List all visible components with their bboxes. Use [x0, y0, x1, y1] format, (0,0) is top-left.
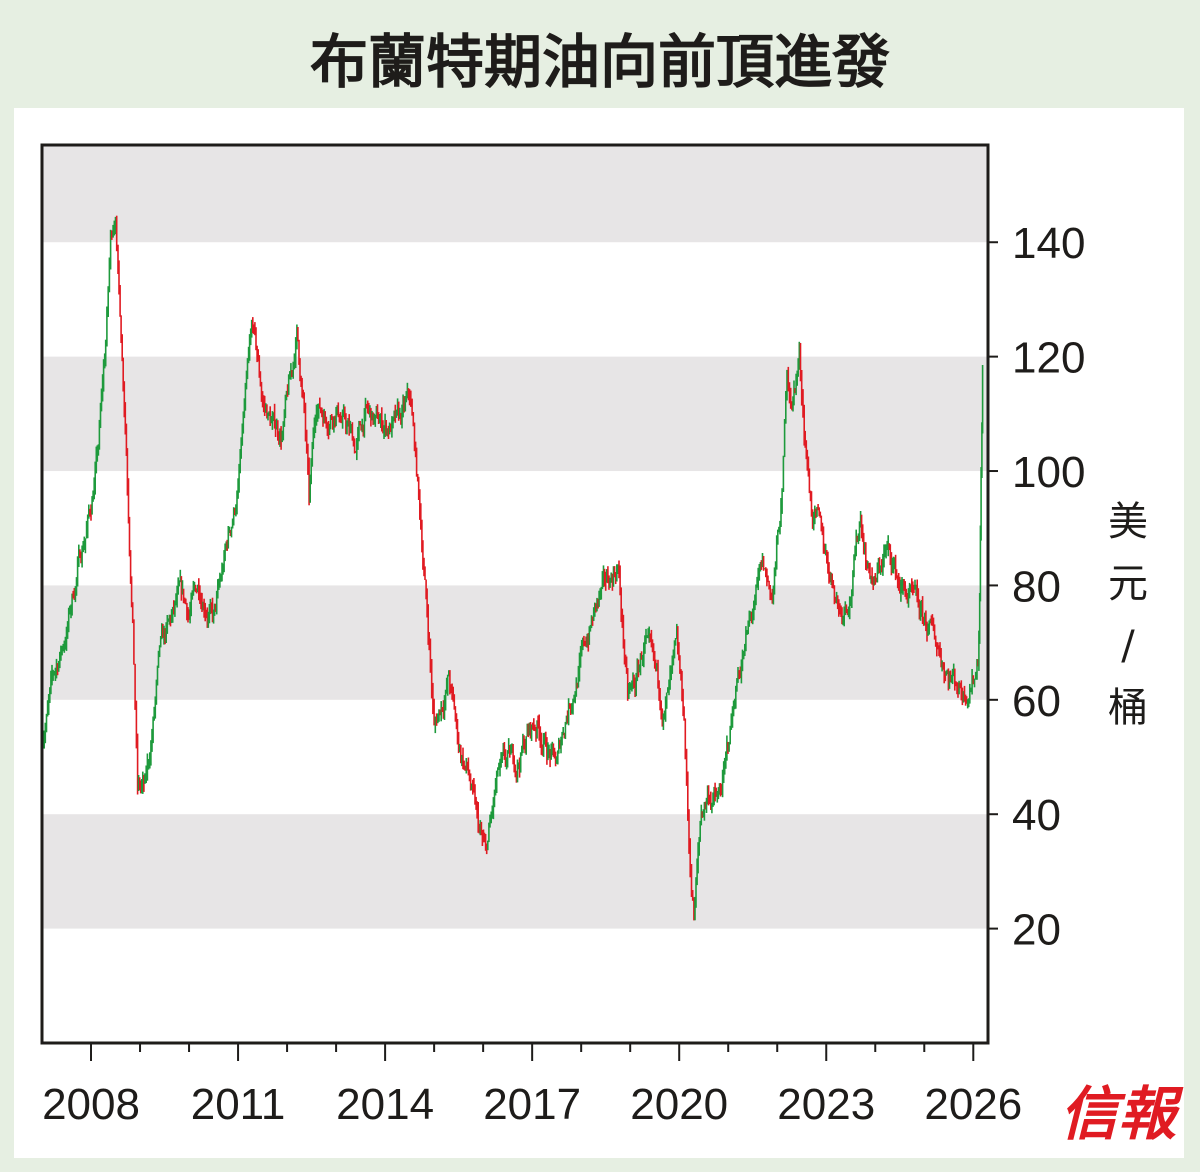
- unit-char: 桶: [1108, 685, 1148, 731]
- unit-char: /: [1121, 623, 1135, 669]
- y-tick-label: 100: [1012, 448, 1085, 497]
- x-tick-label: 2014: [336, 1080, 434, 1129]
- y-tick-label: 40: [1012, 791, 1061, 840]
- x-tick-label: 2011: [191, 1080, 286, 1129]
- chart-title: 布蘭特期油向前頂進發: [310, 28, 890, 96]
- shaded-band-2: [42, 356, 988, 472]
- y-tick-label: 60: [1012, 677, 1061, 726]
- plot-frame: [40, 143, 990, 1045]
- unit-char: 元: [1108, 561, 1148, 607]
- y-axis-unit-label: 美元 / 桶: [1108, 499, 1148, 731]
- unit-char: 美: [1108, 499, 1148, 545]
- x-tick-label: 2020: [630, 1080, 728, 1129]
- x-tick-label: 2026: [924, 1080, 1022, 1129]
- x-axis: 2008 2011 2014 2017 2020 2023 2026: [42, 1043, 1022, 1129]
- shaded-bands: [42, 145, 988, 929]
- y-tick-label: 140: [1012, 219, 1085, 268]
- y-axis: 20 40 60 80 100 120 140: [988, 219, 1085, 955]
- shaded-band-1: [42, 585, 988, 700]
- y-tick-label: 120: [1012, 334, 1085, 383]
- y-tick-label: 80: [1012, 562, 1061, 611]
- x-tick-label: 2023: [777, 1080, 875, 1129]
- x-tick-label: 2008: [42, 1080, 140, 1129]
- shaded-band-0: [42, 814, 988, 929]
- x-tick-label: 2017: [483, 1080, 581, 1129]
- price-series: [41, 215, 984, 921]
- brand-logo: 信報: [1060, 1080, 1184, 1148]
- y-tick-label: 20: [1012, 906, 1061, 955]
- shaded-band-3: [42, 145, 988, 243]
